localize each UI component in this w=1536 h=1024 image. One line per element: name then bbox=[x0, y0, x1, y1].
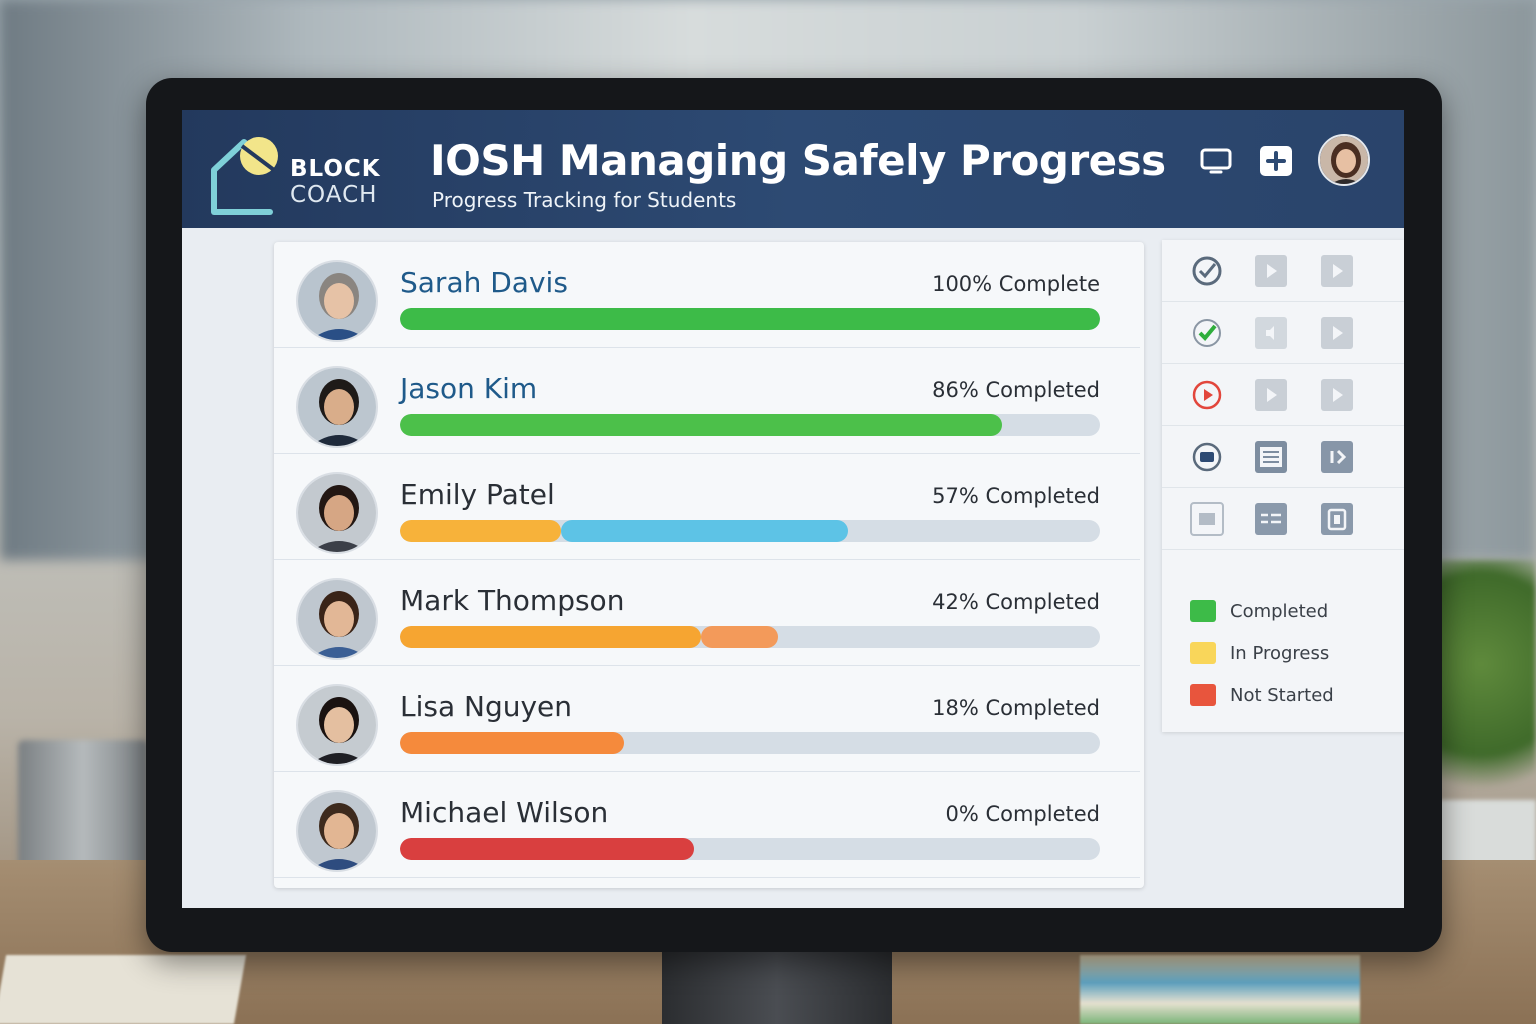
student-row[interactable]: Michael Wilson 0% Completed bbox=[274, 772, 1140, 878]
video-icon[interactable] bbox=[1254, 254, 1288, 288]
background-plant bbox=[1426, 560, 1536, 820]
student-photo bbox=[298, 792, 376, 870]
module-icon-row bbox=[1162, 488, 1404, 550]
progress-bar bbox=[400, 414, 1100, 436]
progress-bar bbox=[400, 308, 1100, 330]
module-icon-row bbox=[1162, 364, 1404, 426]
monitor: BLOCK COACH IOSH Managing Safely Progres… bbox=[146, 78, 1442, 952]
background-papers bbox=[0, 955, 247, 1024]
student-progress-list: Sarah Davis 100% Complete Jason Kim 86% … bbox=[274, 242, 1144, 888]
pause-icon[interactable] bbox=[1320, 440, 1354, 474]
add-button[interactable] bbox=[1258, 144, 1294, 178]
progress-bar bbox=[400, 732, 1100, 754]
legend-swatch bbox=[1190, 600, 1216, 622]
student-photo bbox=[298, 262, 376, 340]
completion-text: 86% Completed bbox=[932, 378, 1100, 402]
student-row[interactable]: Sarah Davis 100% Complete bbox=[274, 242, 1140, 348]
student-avatar bbox=[296, 260, 378, 342]
module-icon-row bbox=[1162, 240, 1404, 302]
student-name: Emily Patel bbox=[400, 478, 555, 511]
student-row[interactable]: Jason Kim 86% Completed bbox=[274, 348, 1140, 454]
house-logo-icon bbox=[211, 137, 278, 215]
student-photo bbox=[298, 686, 376, 764]
logo-text: BLOCK COACH bbox=[290, 156, 381, 208]
progress-bar bbox=[400, 838, 1100, 860]
student-row[interactable]: Lisa Nguyen 18% Completed bbox=[274, 666, 1140, 772]
page-title: IOSH Managing Safely Progress bbox=[430, 136, 1166, 185]
logo-line-1: BLOCK bbox=[290, 156, 381, 182]
student-name: Lisa Nguyen bbox=[400, 690, 573, 723]
student-avatar bbox=[296, 578, 378, 660]
student-name: Mark Thompson bbox=[400, 584, 625, 617]
list-icon[interactable] bbox=[1254, 502, 1288, 536]
student-avatar bbox=[296, 472, 378, 554]
legend-label: Not Started bbox=[1230, 684, 1334, 706]
block-coach-logo: BLOCK COACH bbox=[208, 132, 388, 216]
completion-text: 57% Completed bbox=[932, 484, 1100, 508]
play-circle-red-icon[interactable] bbox=[1190, 378, 1224, 412]
student-name: Sarah Davis bbox=[400, 266, 568, 299]
user-avatar[interactable] bbox=[1318, 134, 1370, 186]
legend-item: Completed bbox=[1190, 590, 1334, 632]
legend-label: In Progress bbox=[1230, 642, 1330, 664]
monitor-button[interactable] bbox=[1198, 144, 1234, 178]
audio-icon[interactable] bbox=[1254, 316, 1288, 350]
progress-fill bbox=[400, 732, 624, 754]
completion-text: 42% Completed bbox=[932, 590, 1100, 614]
logo-line-2: COACH bbox=[290, 182, 378, 208]
legend-label: Completed bbox=[1230, 600, 1329, 622]
completion-text: 0% Completed bbox=[945, 802, 1100, 826]
student-name: Jason Kim bbox=[400, 372, 538, 405]
completion-text: 18% Completed bbox=[932, 696, 1100, 720]
completion-text: 100% Complete bbox=[932, 272, 1100, 296]
progress-bar bbox=[400, 520, 1100, 542]
clipboard-icon[interactable] bbox=[1320, 502, 1354, 536]
student-avatar bbox=[296, 790, 378, 872]
progress-fill bbox=[400, 838, 694, 860]
student-name: Michael Wilson bbox=[400, 796, 609, 829]
camera-circle-icon[interactable] bbox=[1190, 440, 1224, 474]
legend-swatch bbox=[1190, 684, 1216, 706]
progress-fill bbox=[400, 414, 1002, 436]
progress-fill bbox=[400, 626, 701, 648]
student-photo bbox=[298, 368, 376, 446]
user-avatar-image bbox=[1320, 136, 1368, 184]
play-icon[interactable] bbox=[1320, 378, 1354, 412]
play-icon[interactable] bbox=[1320, 254, 1354, 288]
app-header: BLOCK COACH IOSH Managing Safely Progres… bbox=[182, 110, 1404, 228]
background-books bbox=[1080, 955, 1360, 1024]
page-subtitle: Progress Tracking for Students bbox=[432, 188, 737, 212]
screen: BLOCK COACH IOSH Managing Safely Progres… bbox=[182, 110, 1404, 908]
status-legend: Completed In Progress Not Started bbox=[1190, 590, 1334, 716]
student-row[interactable]: Mark Thompson 42% Completed bbox=[274, 560, 1140, 666]
progress-fill bbox=[561, 520, 848, 542]
student-photo bbox=[298, 580, 376, 658]
progress-bar bbox=[400, 626, 1100, 648]
plus-icon bbox=[1260, 146, 1292, 176]
monitor-stand bbox=[662, 945, 892, 1024]
puzzle-icon[interactable] bbox=[1190, 502, 1224, 536]
module-icon-row bbox=[1162, 302, 1404, 364]
legend-swatch bbox=[1190, 642, 1216, 664]
progress-fill bbox=[701, 626, 778, 648]
student-row[interactable]: Emily Patel 57% Completed bbox=[274, 454, 1140, 560]
progress-fill bbox=[400, 520, 561, 542]
legend-item: In Progress bbox=[1190, 632, 1334, 674]
student-photo bbox=[298, 474, 376, 552]
legend-item: Not Started bbox=[1190, 674, 1334, 716]
play-icon[interactable] bbox=[1320, 316, 1354, 350]
student-avatar bbox=[296, 684, 378, 766]
student-avatar bbox=[296, 366, 378, 448]
module-icon-row bbox=[1162, 426, 1404, 488]
check-circle-green-icon[interactable] bbox=[1190, 316, 1224, 350]
document-icon[interactable] bbox=[1254, 440, 1288, 474]
progress-fill bbox=[400, 308, 1100, 330]
monitor-icon bbox=[1200, 148, 1232, 174]
module-side-panel: Completed In Progress Not Started bbox=[1162, 240, 1404, 732]
play-icon[interactable] bbox=[1254, 378, 1288, 412]
check-circle-icon[interactable] bbox=[1190, 254, 1224, 288]
